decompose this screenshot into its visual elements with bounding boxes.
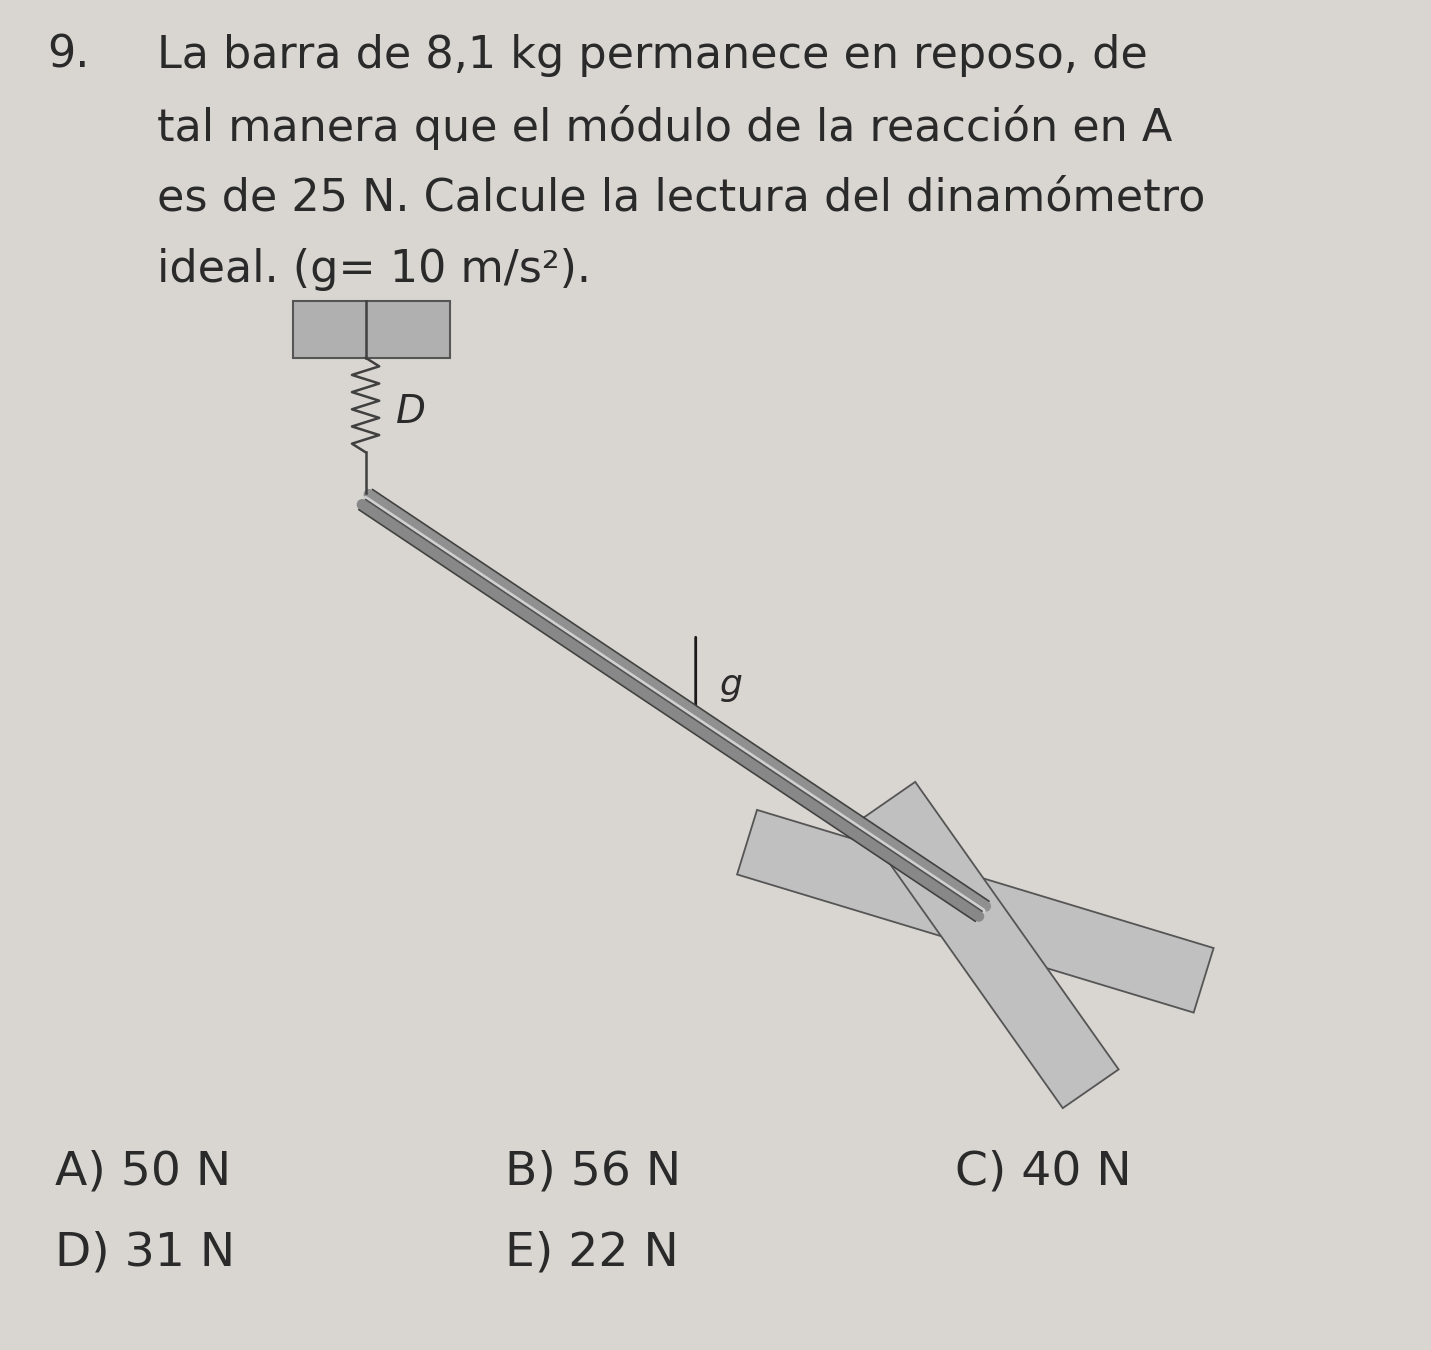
Bar <box>293 301 451 358</box>
Text: 9.: 9. <box>47 34 90 77</box>
Text: tal manera que el módulo de la reacción en A: tal manera que el módulo de la reacción … <box>157 105 1172 150</box>
Text: C) 40 N: C) 40 N <box>954 1150 1132 1195</box>
Text: La barra de 8,1 kg permanece en reposo, de: La barra de 8,1 kg permanece en reposo, … <box>157 34 1148 77</box>
Text: E) 22 N: E) 22 N <box>505 1231 678 1276</box>
Text: D) 31 N: D) 31 N <box>54 1231 235 1276</box>
Text: D: D <box>395 393 425 431</box>
Polygon shape <box>737 810 1213 1012</box>
Text: g: g <box>720 668 743 702</box>
Text: es de 25 N. Calcule la lectura del dinamómetro: es de 25 N. Calcule la lectura del dinam… <box>157 177 1205 220</box>
Text: A) 50 N: A) 50 N <box>54 1150 230 1195</box>
Text: B) 56 N: B) 56 N <box>505 1150 681 1195</box>
Polygon shape <box>860 782 1119 1108</box>
Text: ideal. (g= 10 m/s²).: ideal. (g= 10 m/s²). <box>157 248 591 292</box>
